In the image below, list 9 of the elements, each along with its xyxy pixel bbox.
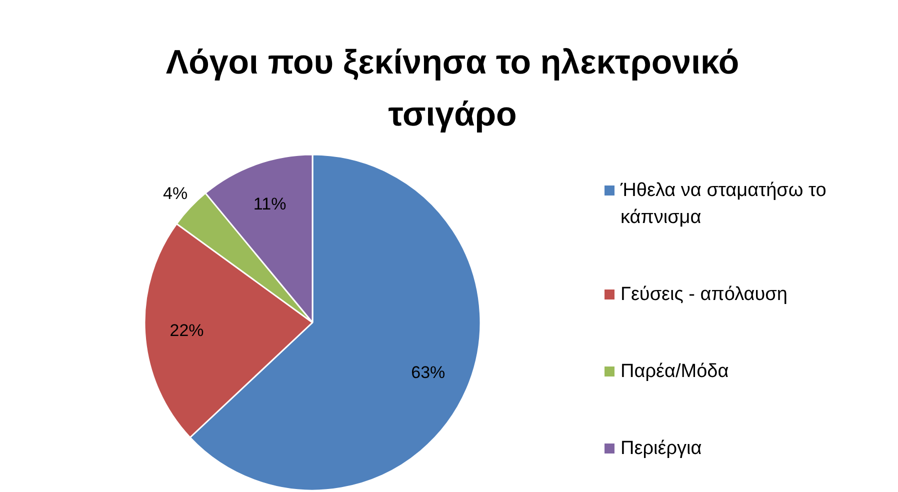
legend-label: Ήθελα να σταματήσω το κάπνισμα [620,180,826,228]
data-label: 11% [253,194,286,214]
data-label: 22% [170,320,204,340]
legend-label: Περιέργια [620,438,702,459]
data-label: 4% [163,184,188,204]
chart-title: Λόγοι που ξεκίνησα το ηλεκτρονικό τσιγάρο [166,44,740,134]
data-label: 63% [411,363,446,382]
legend-label: Παρέα/Μόδα [620,361,729,382]
legend-label: Γεύσεις - απόλαυση [620,284,788,305]
